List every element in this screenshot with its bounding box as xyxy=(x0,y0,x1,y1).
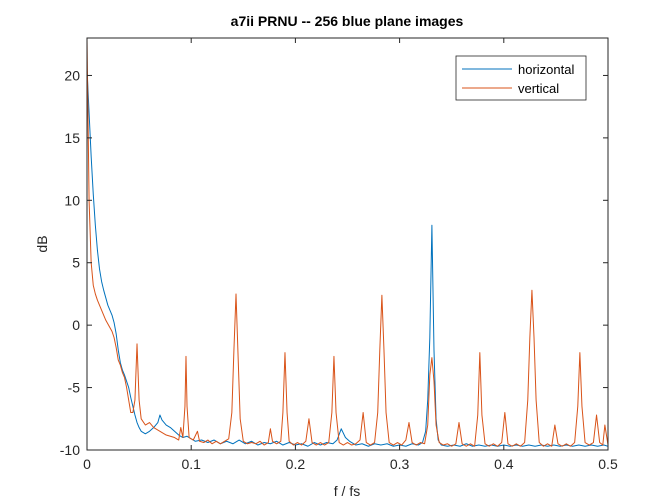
x-tick-label: 0 xyxy=(83,456,91,472)
plot-frame xyxy=(86,37,609,451)
x-tick-label: 0.2 xyxy=(286,456,306,472)
x-tick-label: 0.4 xyxy=(494,456,514,472)
y-tick-label: 15 xyxy=(64,130,80,146)
y-axis-label: dB xyxy=(34,235,50,252)
y-tick-label: 10 xyxy=(64,192,80,208)
ticks-layer: 0 0.1 0.2 0.3 0.4 0.5 -10 -5 0 5 10 15 20 xyxy=(60,38,618,472)
y-tick-label: -10 xyxy=(60,442,80,458)
x-axis-label: f / fs xyxy=(334,483,360,499)
series-line-vertical xyxy=(87,38,608,447)
x-tick-label: 0.5 xyxy=(598,456,618,472)
x-tick-label: 0.3 xyxy=(390,456,410,472)
plot-area xyxy=(87,38,608,450)
legend: horizontal vertical xyxy=(455,55,587,101)
x-tick-label: 0.1 xyxy=(181,456,201,472)
legend-box xyxy=(455,55,587,101)
y-tick-label: 0 xyxy=(72,317,80,333)
legend-label-horizontal: horizontal xyxy=(518,62,574,77)
chart-title: a7ii PRNU -- 256 blue plane images xyxy=(231,13,464,29)
y-tick-label: 20 xyxy=(64,67,80,83)
y-tick-label: -5 xyxy=(68,380,81,396)
series-layer xyxy=(87,38,608,447)
legend-label-vertical: vertical xyxy=(518,81,559,96)
series-line-horizontal xyxy=(87,69,608,447)
y-tick-label: 5 xyxy=(72,255,80,271)
